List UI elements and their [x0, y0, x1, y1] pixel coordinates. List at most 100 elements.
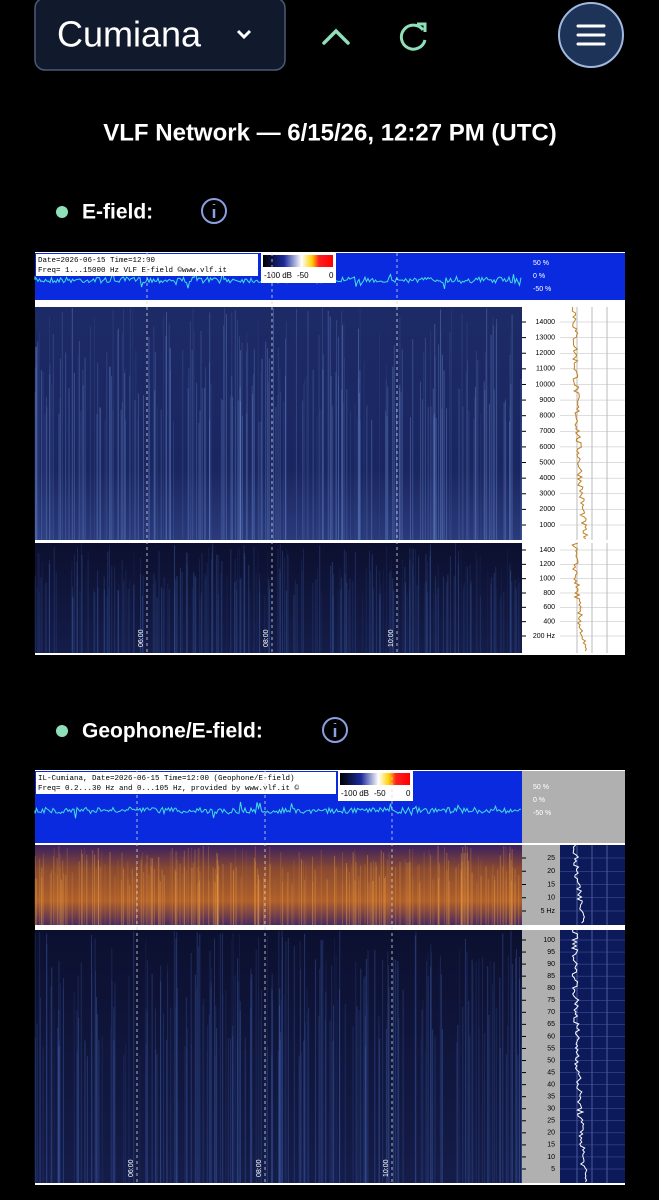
spectrogram: [35, 930, 522, 1183]
y-tick-label: 5 Hz: [541, 908, 556, 915]
status-dot: [56, 206, 68, 218]
panel-label: E-field:: [82, 201, 153, 224]
header-line: Date=2026-06-15 Time=12:00: [38, 257, 156, 265]
axis-panel: [522, 930, 560, 1183]
y-tick-label: 50: [547, 1057, 555, 1064]
y-tick-label: 1000: [539, 522, 555, 529]
info-circle: [322, 717, 348, 743]
y-tick-label: 13000: [536, 334, 556, 341]
y-tick-label: 1200: [539, 561, 555, 568]
info-circle: [201, 198, 227, 224]
y-tick-label: 15: [547, 1142, 555, 1149]
collapse-button[interactable]: [322, 28, 350, 45]
y-tick-label: 55: [547, 1045, 555, 1052]
info-button[interactable]: [322, 717, 348, 743]
y-tick-label: 14000: [536, 319, 556, 326]
amplitude-label: 0 %: [533, 273, 545, 280]
amplitude-axis: [522, 771, 625, 843]
y-tick-label: 75: [547, 997, 555, 1004]
y-tick-label: 80: [547, 985, 555, 992]
y-tick-label: 35: [547, 1094, 555, 1101]
amplitude-label: 0 %: [533, 797, 545, 804]
y-tick-label: 20: [547, 868, 555, 875]
axis-panel: [522, 307, 560, 540]
time-label: 08:00: [256, 1159, 263, 1177]
axis-panel: [522, 543, 560, 653]
y-tick-label: 400: [543, 619, 555, 626]
spectrum-profile: [570, 929, 588, 1183]
y-tick-label: 600: [543, 604, 555, 611]
y-tick-label: 25: [547, 1118, 555, 1125]
y-tick-label: 10: [547, 895, 555, 902]
colorbar-label: -50: [297, 271, 309, 280]
colorbar-label: -100 dB: [341, 789, 369, 798]
info-button[interactable]: [201, 198, 227, 224]
spectrogram: [35, 543, 522, 653]
y-tick-label: 2000: [539, 506, 555, 513]
y-tick-label: 40: [547, 1081, 555, 1088]
info-box: [36, 772, 336, 794]
refresh-button[interactable]: [399, 22, 427, 51]
colorbar: [263, 255, 333, 267]
y-tick-label: 15: [547, 881, 555, 888]
y-tick-label: 100: [543, 937, 555, 944]
amplitude-label: -50 %: [533, 286, 551, 293]
page-title: VLF Network — 6/15/26, 12:27 PM (UTC): [103, 119, 556, 146]
y-tick-label: 3000: [539, 491, 555, 498]
y-tick-label: 85: [547, 973, 555, 980]
time-label: 10:00: [383, 1159, 390, 1177]
y-tick-label: 10: [547, 1154, 555, 1161]
y-tick-label: 90: [547, 961, 555, 968]
amplitude-label: -50 %: [533, 810, 551, 817]
amplitude-label: 50 %: [533, 784, 549, 791]
y-tick-label: 30: [547, 1106, 555, 1113]
spectrogram: [35, 845, 522, 925]
spectrum-profile: [571, 306, 589, 540]
panel-label: Geophone/E-field:: [82, 720, 263, 743]
amplitude-axis: [522, 253, 625, 300]
time-label: 10:00: [388, 629, 395, 647]
y-tick-label: 5000: [539, 459, 555, 466]
menu-icon: [576, 24, 606, 46]
colorbar: [340, 773, 410, 785]
y-tick-label: 7000: [539, 428, 555, 435]
axis-panel: [522, 845, 560, 925]
station-name: Cumiana: [57, 14, 202, 55]
y-tick-label: 5: [551, 1166, 555, 1173]
colorbar-label: -100 dB: [264, 271, 292, 280]
spectrogram: [35, 307, 522, 540]
time-label: 06:00: [138, 629, 145, 647]
header-line: Freq= 0.2...30 Hz and 0...105 Hz, provid…: [38, 784, 300, 793]
y-tick-label: 1400: [539, 547, 555, 554]
y-tick-label: 9000: [539, 397, 555, 404]
waveform: [34, 801, 522, 819]
y-tick-label: 45: [547, 1069, 555, 1076]
dropdown-arrow: [236, 29, 252, 40]
y-tick-label: 6000: [539, 444, 555, 451]
station-dropdown[interactable]: [34, 0, 286, 71]
y-tick-label: 20: [547, 1130, 555, 1137]
y-tick-label: 1000: [539, 576, 555, 583]
amplitude-label: 50 %: [533, 260, 549, 267]
colorbar-label: 0: [406, 789, 411, 798]
y-tick-label: 95: [547, 949, 555, 956]
time-label: 08:00: [263, 629, 270, 647]
y-tick-label: 70: [547, 1009, 555, 1016]
colorbar-label: 0: [329, 271, 334, 280]
y-tick-label: 12000: [536, 350, 556, 357]
y-tick-label: 4000: [539, 475, 555, 482]
y-tick-label: 60: [547, 1033, 555, 1040]
y-tick-label: 800: [543, 590, 555, 597]
y-tick-label: 10000: [536, 381, 556, 388]
colorbar-label: -50: [374, 789, 386, 798]
y-tick-label: 25: [547, 855, 555, 862]
y-tick-label: 200 Hz: [533, 633, 556, 640]
spectrum-profile: [572, 844, 585, 924]
header-line: IL-Cumiana, Date=2026-06-15 Time=12:00 (…: [38, 775, 295, 783]
status-dot: [56, 725, 68, 737]
spectrum-profile: [571, 542, 587, 652]
time-label: 06:00: [128, 1159, 135, 1177]
header-line: Freq= 1...15000 Hz VLF E-field ©www.vlf.…: [38, 266, 227, 275]
y-tick-label: 65: [547, 1021, 555, 1028]
